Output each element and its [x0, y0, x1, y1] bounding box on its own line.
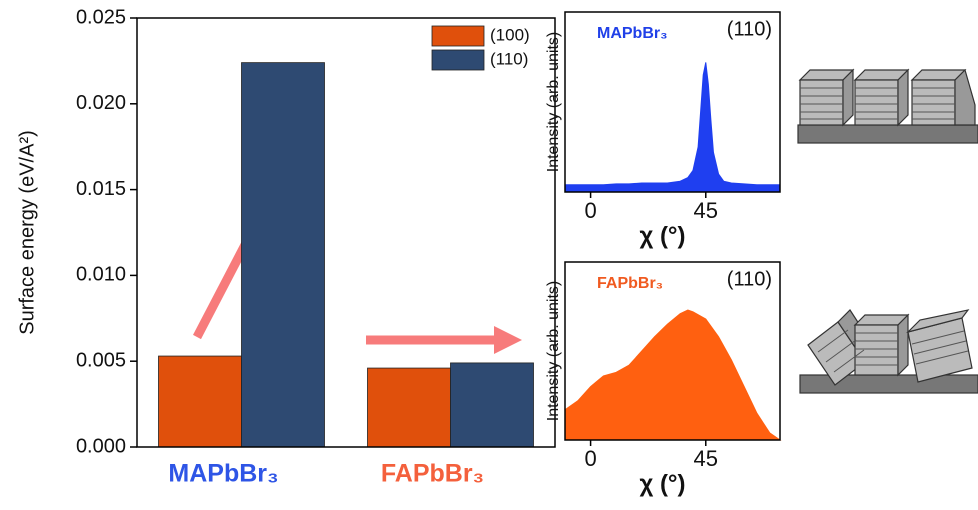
y-tick-label: 0.000: [76, 435, 126, 457]
cube-side: [897, 313, 909, 377]
substrate: [799, 374, 978, 394]
inset-label: MAPbBr₃: [597, 25, 668, 42]
area: [564, 62, 781, 193]
area: [564, 309, 782, 441]
layer-lines: [817, 329, 969, 373]
arrow-head: [494, 326, 522, 354]
y-tick-label: 0.005: [76, 349, 126, 371]
bar: [367, 367, 451, 448]
y-axis-label: Intensity (arb. units): [545, 32, 562, 173]
legend-swatch: [431, 25, 485, 47]
category-label: MAPbBr₃: [168, 460, 278, 488]
cube-face: [799, 79, 844, 126]
bar: [450, 362, 534, 448]
x-tick-label: 45: [694, 446, 718, 471]
cube-side: [954, 68, 976, 126]
y-axis-label: Surface energy (eV/A²): [16, 130, 38, 335]
layer-lines: [800, 87, 955, 120]
category-label: FAPbBr₃: [381, 460, 484, 488]
cube-side: [897, 68, 909, 127]
inset-annotation: (110): [727, 18, 772, 40]
y-tick-label: 0.015: [76, 178, 126, 200]
x-tick-label: 0: [584, 446, 596, 471]
x-axis-label: χ (°): [639, 222, 685, 249]
substrate: [797, 124, 978, 144]
cube-side: [842, 68, 854, 127]
legend-swatch: [431, 49, 485, 71]
y-tick-label: 0.020: [76, 92, 126, 114]
cube-top: [906, 309, 970, 334]
legend-label: (110): [490, 49, 528, 68]
legend-label: (100): [490, 25, 530, 44]
cube-face: [911, 79, 956, 126]
oriented-cubes: [797, 68, 978, 394]
x-tick-label: 45: [694, 198, 718, 223]
axes-frame: [564, 261, 781, 441]
x-axis-label: χ (°): [639, 470, 685, 497]
y-tick-label: 0.010: [76, 264, 126, 286]
y-axis-label: Intensity (arb. units): [545, 281, 562, 422]
axes-frame: [564, 11, 781, 193]
y-tick-label: 0.025: [76, 6, 126, 28]
bar: [158, 355, 242, 448]
bar: [241, 62, 325, 448]
inset-label: FAPbBr₃: [597, 275, 663, 292]
cube-face: [854, 79, 899, 126]
axes-frame: [136, 17, 556, 448]
x-tick-label: 0: [584, 198, 596, 223]
inset-annotation: (110): [727, 268, 772, 290]
